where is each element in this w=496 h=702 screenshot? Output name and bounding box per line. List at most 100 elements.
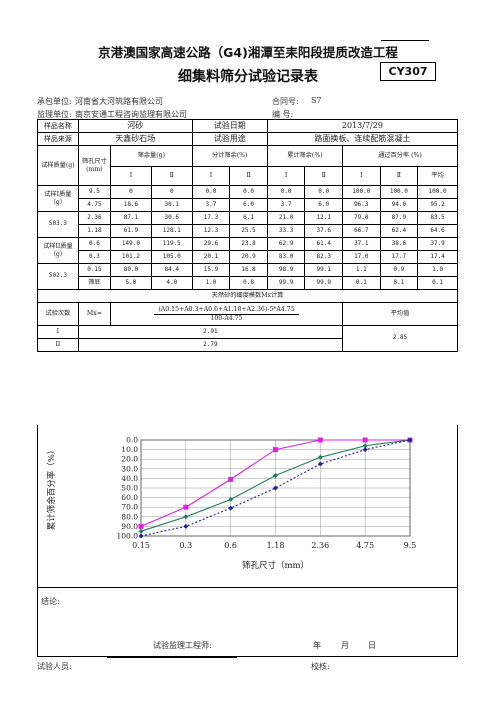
form-title: 细集料筛分试验记录表 bbox=[178, 69, 318, 85]
series-point bbox=[183, 523, 189, 529]
series-point bbox=[228, 505, 234, 511]
series-point bbox=[273, 473, 278, 479]
supervisor-value: 南京安通工程咨询监理有限公司 bbox=[75, 110, 187, 119]
y-tick-label: 20.0 bbox=[121, 455, 138, 464]
trial-count-label: 试验次数 bbox=[37, 302, 79, 326]
fineness-formula: (A0.15+A0.3+A0.6+A1.18+A2.36)-5*A4.75 10… bbox=[110, 302, 343, 326]
passing-pct-avg: 0.1 bbox=[417, 276, 458, 290]
retained-mass-header: 筛余量(g) bbox=[110, 145, 193, 167]
col-header-avg: 平均 bbox=[417, 166, 458, 186]
col-header-I: Ⅰ bbox=[266, 166, 306, 186]
sieve-size: 4.75 bbox=[77, 198, 112, 212]
y-tick-label: 0.0 bbox=[126, 436, 138, 445]
y-tick-label: 10.0 bbox=[121, 445, 138, 454]
cumulative-pct-2: 6.0 bbox=[304, 198, 343, 212]
sieve-size-header: 筛孔尺寸(mm) bbox=[77, 145, 112, 186]
cumulative-pct-2: 61.4 bbox=[304, 237, 343, 251]
passing-pct-2: 87.9 bbox=[379, 211, 419, 225]
sieve-size: 筛底 bbox=[77, 276, 112, 290]
col-header-II: Ⅱ bbox=[379, 166, 419, 186]
series-point bbox=[407, 437, 413, 443]
cumulative-pct-1: 99.9 bbox=[266, 276, 306, 290]
individual-pct-2: 0.0 bbox=[229, 185, 268, 199]
cumulative-pct-2: 0.0 bbox=[304, 185, 343, 199]
cumulative-pct-1: 3.7 bbox=[266, 198, 306, 212]
retained-mass-1: 18.6 bbox=[110, 198, 152, 212]
retained-mass-2: 105.0 bbox=[150, 250, 193, 264]
x-tick-label: 4.75 bbox=[356, 541, 374, 550]
individual-pct-1: 0.0 bbox=[191, 185, 231, 199]
cumulative-pct-1: 33.3 bbox=[266, 224, 306, 238]
cumulative-pct-header: 累计筛余(%) bbox=[266, 145, 344, 167]
y-tick-label: 90.0 bbox=[121, 522, 138, 531]
y-tick-label: 100.0 bbox=[117, 532, 139, 541]
passing-pct-avg: 64.6 bbox=[417, 224, 458, 238]
sample-2-mass-label: 试样II质量（g） bbox=[37, 237, 79, 264]
passing-pct-1: 17.0 bbox=[342, 250, 381, 264]
cumulative-pct-2: 99.9 bbox=[304, 276, 343, 290]
series-point bbox=[228, 497, 234, 503]
passing-pct-2: 17.7 bbox=[379, 250, 419, 264]
formula-numerator: (A0.15+A0.3+A0.6+A1.18+A2.36)-5*A4.75 bbox=[154, 306, 299, 315]
individual-pct-1: 29.6 bbox=[191, 237, 231, 251]
passing-pct-1: 96.3 bbox=[342, 198, 381, 212]
tester-label: 试验人员: bbox=[37, 662, 72, 671]
passing-pct-1: 79.0 bbox=[342, 211, 381, 225]
passing-pct-avg: 100.0 bbox=[417, 185, 458, 199]
passing-pct-1: 37.1 bbox=[342, 237, 381, 251]
individual-pct-1: 3.7 bbox=[191, 198, 231, 212]
series-point bbox=[183, 514, 189, 520]
cumulative-pct-1: 62.9 bbox=[266, 237, 306, 251]
checker-label: 校核: bbox=[311, 662, 330, 671]
series-point bbox=[362, 447, 368, 453]
contract-label: 合同号: bbox=[272, 97, 299, 106]
grading-curve-chart: 0.010.020.030.040.050.060.070.080.090.01… bbox=[46, 436, 416, 572]
mx-label: Mx= bbox=[77, 302, 112, 326]
sieve-size: 2.36 bbox=[77, 211, 112, 225]
average-value: 2.85 bbox=[342, 325, 458, 352]
cumulative-pct-1: 83.0 bbox=[266, 250, 306, 264]
passing-pct-1: 1.1 bbox=[342, 263, 381, 277]
cumulative-pct-2: 37.6 bbox=[304, 224, 343, 238]
passing-pct-2: 62.4 bbox=[379, 224, 419, 238]
col-header-I: Ⅰ bbox=[191, 166, 231, 186]
col-header-II: Ⅱ bbox=[229, 166, 268, 186]
series-point bbox=[362, 443, 368, 449]
sieve-size: 9.5 bbox=[77, 185, 112, 199]
cumulative-pct-1: 21.0 bbox=[266, 211, 306, 225]
x-tick-label: 1.18 bbox=[267, 541, 285, 550]
passing-pct-avg: 1.0 bbox=[417, 263, 458, 277]
passing-pct-avg: 37.9 bbox=[417, 237, 458, 251]
passing-pct-avg: 83.5 bbox=[417, 211, 458, 225]
conclusion-section: 结论: 试验监理工程师: 年 月 日 bbox=[37, 588, 458, 657]
trial-1-value: 2.91 bbox=[77, 325, 344, 339]
fineness-section-title: 天然砂的细度模数Mx计算 bbox=[37, 289, 458, 303]
series-point bbox=[362, 437, 368, 443]
sieve-table: 样品名称 河砂 试验日期 2013/7/29 样品来源 天鑫砂石场 试验用途 路… bbox=[37, 119, 459, 352]
series-point bbox=[228, 476, 234, 482]
passing-pct-header: 通过百分率 (%) bbox=[342, 145, 458, 167]
grading-chart-box: 0.0 10.0 20.0 30.0 40.0 50.0 60.0 70.0 80.0 90.0 1… bbox=[37, 425, 458, 588]
individual-pct-1: 15.9 bbox=[191, 263, 231, 277]
retained-mass-2: 30.6 bbox=[150, 211, 193, 225]
year-label: 年 bbox=[313, 641, 321, 650]
trial-1-label: I bbox=[37, 325, 79, 339]
test-date-value: 2013/7/29 bbox=[266, 119, 459, 133]
sample-1-mass-label: 试样I质量（g） bbox=[37, 185, 79, 212]
individual-pct-1: 1.0 bbox=[191, 276, 231, 290]
individual-pct-1: 12.3 bbox=[191, 224, 231, 238]
retained-mass-2: 128.1 bbox=[150, 224, 193, 238]
sieve-size: 0.3 bbox=[77, 250, 112, 264]
individual-pct-2: 20.9 bbox=[229, 250, 268, 264]
passing-pct-1: 66.7 bbox=[342, 224, 381, 238]
passing-pct-avg: 95.2 bbox=[417, 198, 458, 212]
passing-pct-2: 100.0 bbox=[379, 185, 419, 199]
individual-pct-2: 25.5 bbox=[229, 224, 268, 238]
retained-mass-1: 80.0 bbox=[110, 263, 152, 277]
sample-name-label: 样品名称 bbox=[37, 119, 79, 133]
x-axis-label: 筛孔尺寸（mm） bbox=[242, 560, 309, 571]
cumulative-pct-2: 12.1 bbox=[304, 211, 343, 225]
retained-mass-1: 61.9 bbox=[110, 224, 152, 238]
series-point bbox=[138, 523, 144, 529]
retained-mass-1: 87.1 bbox=[110, 211, 152, 225]
